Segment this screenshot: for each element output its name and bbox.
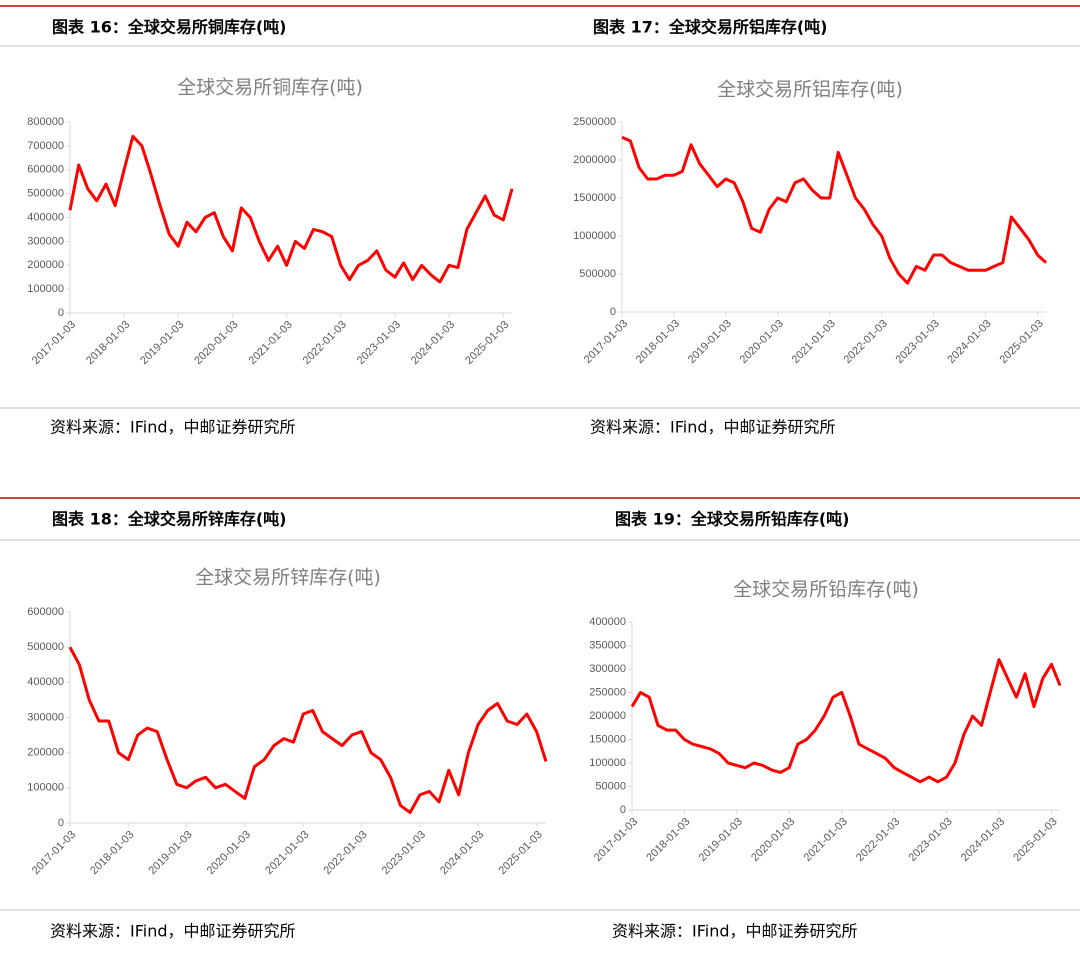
x-tick-label: 2020-01-03 <box>205 829 253 877</box>
y-tick-label: 1500000 <box>573 192 616 204</box>
x-tick-label: 2017-01-03 <box>582 318 630 366</box>
x-tick-label: 2021-01-03 <box>802 816 850 864</box>
y-tick-label: 500000 <box>579 268 616 280</box>
y-tick-label: 300000 <box>27 235 64 247</box>
x-tick-label: 2018-01-03 <box>84 319 132 367</box>
data-line <box>630 658 1062 784</box>
x-tick-label: 2025-01-03 <box>1011 816 1059 864</box>
x-tick-label: 2021-01-03 <box>247 319 295 367</box>
y-tick-label: 100000 <box>27 782 64 794</box>
x-tick-label: 2017-01-03 <box>30 829 78 877</box>
x-tick-label: 2019-01-03 <box>697 816 745 864</box>
x-tick-label: 2022-01-03 <box>321 829 369 877</box>
x-tick-label: 2020-01-03 <box>749 816 797 864</box>
source-note: 资料来源：IFind，中邮证券研究所 <box>50 418 296 437</box>
x-tick-label: 2020-01-03 <box>192 319 240 367</box>
data-line <box>68 646 548 814</box>
y-tick-label: 700000 <box>27 140 64 152</box>
x-tick-label: 2022-01-03 <box>854 816 902 864</box>
x-tick-label: 2023-01-03 <box>894 318 942 366</box>
x-tick-label: 2019-01-03 <box>146 829 194 877</box>
chart-title: 全球交易所铅库存(吨) <box>733 579 919 601</box>
y-tick-label: 250000 <box>589 686 626 698</box>
y-tick-label: 300000 <box>27 711 64 723</box>
panel-header: 图表 18：全球交易所锌库存(吨) <box>52 510 286 529</box>
x-tick-label: 2024-01-03 <box>945 318 993 366</box>
y-tick-label: 50000 <box>595 780 626 792</box>
source-note: 资料来源：IFind，中邮证券研究所 <box>50 922 296 941</box>
y-tick-label: 200000 <box>589 710 626 722</box>
x-tick-label: 2019-01-03 <box>138 319 186 367</box>
y-tick-label: 2500000 <box>573 116 616 128</box>
x-tick-label: 2022-01-03 <box>301 319 349 367</box>
chart-title: 全球交易所铜库存(吨) <box>177 77 363 99</box>
x-tick-label: 2025-01-03 <box>998 318 1046 366</box>
x-tick-label: 2020-01-03 <box>738 318 786 366</box>
y-tick-label: 600000 <box>27 606 64 618</box>
y-tick-label: 0 <box>610 306 616 318</box>
y-tick-label: 0 <box>58 817 64 829</box>
x-tick-label: 2025-01-03 <box>463 319 511 367</box>
x-tick-label: 2022-01-03 <box>842 318 890 366</box>
x-tick-label: 2023-01-03 <box>906 816 954 864</box>
y-tick-label: 2000000 <box>573 154 616 166</box>
y-tick-label: 800000 <box>27 116 64 128</box>
y-tick-label: 400000 <box>27 211 64 223</box>
y-tick-label: 500000 <box>27 188 64 200</box>
y-tick-label: 150000 <box>589 733 626 745</box>
panel-header: 图表 19：全球交易所铅库存(吨) <box>615 510 849 529</box>
chart-title: 全球交易所铝库存(吨) <box>717 79 903 101</box>
data-line <box>68 134 514 284</box>
y-tick-label: 500000 <box>27 641 64 653</box>
y-tick-label: 350000 <box>589 639 626 651</box>
source-note: 资料来源：IFind，中邮证券研究所 <box>590 418 836 437</box>
x-tick-label: 2025-01-03 <box>496 829 544 877</box>
y-tick-label: 400000 <box>589 616 626 628</box>
y-tick-label: 400000 <box>27 676 64 688</box>
y-tick-label: 0 <box>620 804 626 816</box>
data-line <box>621 135 1048 285</box>
chart-title: 全球交易所锌库存(吨) <box>195 567 381 589</box>
y-tick-label: 0 <box>58 307 64 319</box>
x-tick-label: 2023-01-03 <box>355 319 403 367</box>
x-tick-label: 2023-01-03 <box>380 829 428 877</box>
x-tick-label: 2021-01-03 <box>790 318 838 366</box>
x-tick-label: 2024-01-03 <box>959 816 1007 864</box>
y-tick-label: 100000 <box>27 283 64 295</box>
x-tick-label: 2021-01-03 <box>263 829 311 877</box>
y-tick-label: 200000 <box>27 259 64 271</box>
panel-header: 图表 16：全球交易所铜库存(吨) <box>52 18 286 37</box>
y-tick-label: 600000 <box>27 164 64 176</box>
x-tick-label: 2018-01-03 <box>644 816 692 864</box>
y-tick-label: 300000 <box>589 663 626 675</box>
x-tick-label: 2024-01-03 <box>409 319 457 367</box>
y-tick-label: 1000000 <box>573 230 616 242</box>
source-note: 资料来源：IFind，中邮证券研究所 <box>612 922 858 941</box>
x-tick-label: 2024-01-03 <box>438 829 486 877</box>
y-tick-label: 100000 <box>589 757 626 769</box>
y-tick-label: 200000 <box>27 747 64 759</box>
x-tick-label: 2019-01-03 <box>686 318 734 366</box>
x-tick-label: 2017-01-03 <box>592 816 640 864</box>
panel-header: 图表 17：全球交易所铝库存(吨) <box>593 18 827 37</box>
x-tick-label: 2018-01-03 <box>634 318 682 366</box>
x-tick-label: 2018-01-03 <box>88 829 136 877</box>
x-tick-label: 2017-01-03 <box>30 319 78 367</box>
